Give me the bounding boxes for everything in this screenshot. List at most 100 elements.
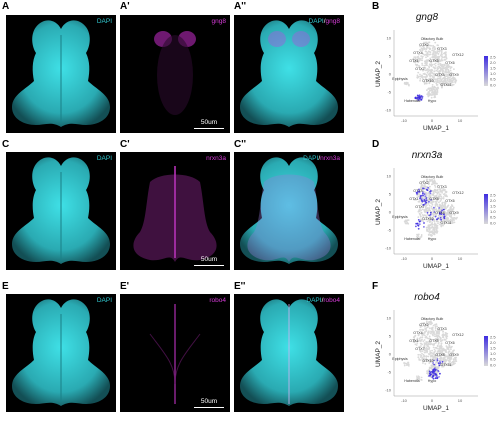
umap-expressing-cells [415, 187, 446, 230]
cluster-label: OTX5 [429, 59, 438, 63]
panel-letter-a-double-prime: A'' [234, 1, 246, 12]
x-tick-label: 10 [458, 118, 463, 123]
legend-tick-label: 2.0 [490, 60, 496, 65]
panel-letter-f: F [372, 281, 379, 292]
legend-tick-label: 1.5 [490, 204, 496, 209]
cluster-label: Olfactory Bulb [421, 37, 444, 41]
brain-image-robo4 [149, 304, 201, 404]
color-legend-bar [484, 56, 488, 86]
legend-tick-label: 2.5 [490, 192, 496, 197]
cluster-label: OTX2 [419, 43, 428, 47]
y-tick-label: 10 [387, 316, 392, 321]
x-tick-label: -10 [401, 398, 408, 403]
umap-svg: -10 0 10 10 5 0 -5 -10 UMAP_1 UMAP_2 Olfactory Bul… [375, 30, 496, 132]
umap-plot-nrxn3a: -10 0 10 10 5 0 -5 -10 UMAP_1 UMAP_2 Olfactory Bul… [374, 164, 498, 272]
y-tick-label: 5 [389, 192, 392, 197]
panel-dapi-a: DAPI [6, 15, 116, 133]
x-tick-label: -10 [401, 118, 408, 123]
x-axis-label: UMAP_1 [423, 405, 449, 412]
panel-letter-a: A [2, 1, 10, 12]
brain-image-merge-robo4 [240, 299, 338, 406]
panel-letter-c: C [2, 139, 10, 150]
cluster-label: OTX7 [415, 347, 424, 351]
panel-dapi-e: DAPI [6, 294, 116, 412]
x-tick-label: 10 [458, 398, 463, 403]
color-legend-bar [484, 336, 488, 366]
cluster-label: OTX4 [413, 51, 422, 55]
cluster-label: OTX8 [435, 353, 444, 357]
legend-tick-label: 1.0 [490, 71, 496, 76]
panel-letter-e-prime: E' [120, 281, 130, 292]
umap-cells [403, 178, 458, 240]
y-tick-label: 0 [389, 352, 392, 357]
legend-tick-label: 0.5 [490, 215, 496, 220]
cluster-label: OTX12 [452, 333, 463, 337]
brain-image-nrxn3a [133, 166, 217, 262]
cluster-label: OTX6 [445, 341, 454, 345]
merge-label: DAPI/nrxn3a [303, 155, 340, 162]
legend-tick-label: 0.0 [490, 220, 496, 225]
x-tick-label: -10 [401, 256, 408, 261]
panel-letter-c-prime: C' [120, 139, 130, 150]
cluster-label: OTX11 [440, 83, 451, 87]
dapi-label: DAPI [96, 155, 112, 162]
panel-letter-a-prime: A' [120, 1, 130, 12]
x-axis-label: UMAP_1 [423, 263, 449, 270]
x-tick-label: 0 [431, 118, 434, 123]
y-axis-label: UMAP_2 [375, 341, 382, 367]
legend-tick-label: 1.5 [490, 66, 496, 71]
legend-tick-label: 1.5 [490, 346, 496, 351]
x-axis-label: UMAP_1 [423, 125, 449, 132]
panel-letter-b: B [372, 1, 380, 12]
x-tick-label: 10 [458, 256, 463, 261]
y-tick-label: 10 [387, 174, 392, 179]
cluster-label: Epiphysis [392, 357, 408, 361]
cluster-label: OTX8 [435, 73, 444, 77]
panel-letter-d: D [372, 139, 380, 150]
y-tick-label: -10 [385, 388, 392, 393]
legend-tick-label: 2.0 [490, 198, 496, 203]
y-tick-label: 5 [389, 54, 392, 59]
umap-plot-gng8: -10 0 10 10 5 0 -5 -10 UMAP_1 UMAP_2 Olfactory Bul… [374, 26, 498, 134]
cluster-label: OTX11 [440, 221, 451, 225]
y-axis-label: UMAP_2 [375, 61, 382, 87]
umap-plot-robo4: -10 0 10 10 5 0 -5 -10 UMAP_1 UMAP_2 Olfactory Bul… [374, 306, 498, 414]
gene-label: nrxn3a [206, 155, 226, 162]
umap-title-robo4: robo4 [414, 292, 440, 303]
panel-letter-e-double-prime: E'' [234, 281, 246, 292]
legend-tick-label: 0.0 [490, 362, 496, 367]
cluster-label: OTX3 [437, 47, 446, 51]
cluster-label: OTX7 [415, 67, 424, 71]
panel-dapi-c: DAPI [6, 152, 116, 270]
umap-svg: -10 0 10 10 5 0 -5 -10 UMAP_1 UMAP_2 Olfactory Bul… [375, 310, 496, 412]
cluster-label: Hypo [428, 99, 436, 103]
y-tick-label: -5 [387, 90, 391, 95]
umap-expressing-cells [414, 94, 424, 101]
brain-image-merge-nrxn3a [240, 157, 338, 264]
brain-image-merge-gng8 [240, 20, 338, 127]
cluster-label: OTX9 [449, 73, 458, 77]
panel-letter-e: E [2, 281, 9, 292]
cluster-label: OTX5 [429, 197, 438, 201]
brain-image-dapi [12, 157, 110, 264]
y-tick-label: -5 [387, 370, 391, 375]
cluster-label: Hypo [428, 237, 436, 241]
legend-tick-label: 0.0 [490, 82, 496, 87]
cluster-label: Habenula [404, 379, 419, 383]
gene-label: robo4 [209, 297, 226, 304]
umap-cells [403, 41, 458, 102]
legend-tick-label: 1.0 [490, 351, 496, 356]
x-tick-label: 0 [431, 398, 434, 403]
cluster-label: OTX6 [445, 61, 454, 65]
scale-bar: 50um [194, 398, 224, 408]
cluster-label: OTX1 [409, 197, 418, 201]
brain-image-dapi [12, 299, 110, 406]
cluster-label: OTX12 [452, 191, 463, 195]
cluster-label: OTX12 [452, 53, 463, 57]
cluster-label: OTX8 [435, 211, 444, 215]
dapi-label: DAPI [96, 297, 112, 304]
cluster-label: OTX9 [449, 353, 458, 357]
cluster-label: Epiphysis [392, 215, 408, 219]
merge-label: DAPI/robo4 [306, 297, 340, 304]
cluster-label: OTX4 [413, 189, 422, 193]
